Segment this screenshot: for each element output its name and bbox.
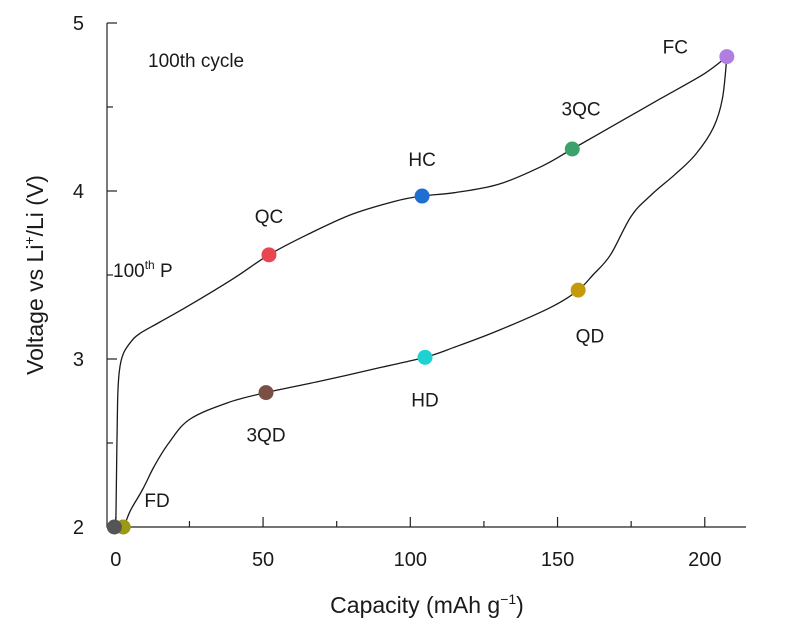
axes: 0 50 100 150 200 2 3 4 5 xyxy=(73,13,746,571)
point-qc xyxy=(261,247,277,263)
p-annotation: 100th P xyxy=(113,258,173,282)
discharge-curve xyxy=(117,56,728,529)
axis-frame xyxy=(106,23,746,528)
point-3qc xyxy=(564,141,580,157)
x-tick-label: 200 xyxy=(688,549,721,571)
point-hc xyxy=(414,188,430,204)
point-label-hd: HD xyxy=(411,390,438,411)
y-tick-label: 5 xyxy=(73,13,84,35)
x-axis-title: Capacity (mAh g−1) xyxy=(330,591,524,618)
x-tick-label: 0 xyxy=(110,549,121,571)
data-points xyxy=(106,49,735,535)
point-label-hc: HC xyxy=(408,150,435,171)
point-3qd xyxy=(258,385,274,401)
point-hd xyxy=(417,349,433,365)
charge-curve xyxy=(115,56,728,528)
x-tick-label: 50 xyxy=(252,549,274,571)
cycle-annotation: 100th cycle xyxy=(148,51,244,72)
x-tick-label: 150 xyxy=(541,549,574,571)
point-label-3qc: 3QC xyxy=(562,100,601,121)
point-label-qd: QD xyxy=(576,326,605,347)
y-tick-label: 2 xyxy=(73,517,84,539)
annotations: FD QC HC 3QC FC 3QD HD QD xyxy=(144,38,688,513)
curves xyxy=(115,56,728,529)
point-label-3qd: 3QD xyxy=(246,426,285,447)
point-qd xyxy=(570,282,586,298)
point-label-fc: FC xyxy=(663,38,688,59)
y-axis-title: Voltage vs Li+/Li (V) xyxy=(21,175,48,375)
point-label-qc: QC xyxy=(255,207,284,228)
y-tick-label: 3 xyxy=(73,349,84,371)
point-fc xyxy=(719,49,735,65)
point-label-fd: FD xyxy=(144,491,169,512)
point-start xyxy=(106,519,122,535)
x-tick-label: 100 xyxy=(394,549,427,571)
y-tick-label: 4 xyxy=(73,181,84,203)
